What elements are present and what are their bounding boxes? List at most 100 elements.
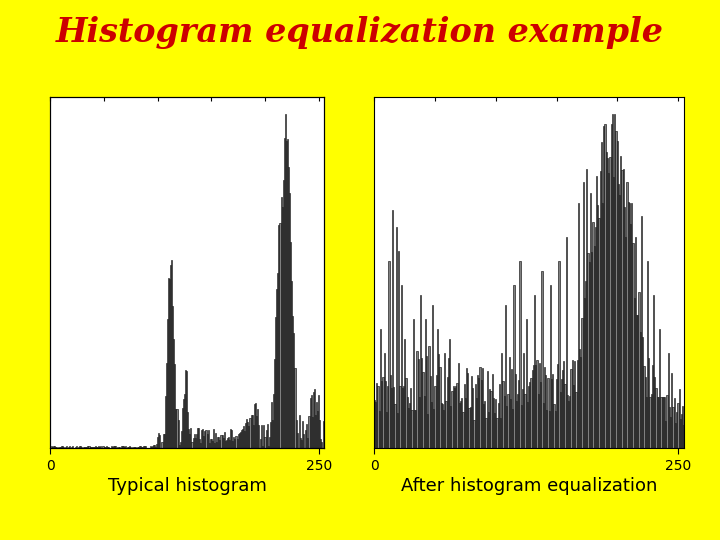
Bar <box>670 417 671 448</box>
Bar <box>437 329 438 448</box>
Bar <box>477 375 478 448</box>
Bar <box>647 261 648 448</box>
Bar <box>520 261 521 448</box>
Bar <box>529 382 531 448</box>
Bar <box>379 411 380 448</box>
Bar <box>527 402 528 448</box>
Bar <box>287 139 288 448</box>
Bar <box>609 158 611 448</box>
Bar <box>182 408 183 448</box>
Bar <box>550 285 551 448</box>
Bar <box>416 350 418 448</box>
Bar <box>522 389 523 448</box>
Bar <box>97 447 98 448</box>
Bar <box>653 295 654 448</box>
Bar <box>547 378 549 448</box>
Bar <box>183 400 184 448</box>
Bar <box>132 447 133 448</box>
Bar <box>113 446 114 448</box>
Bar <box>179 445 180 448</box>
Bar <box>89 447 91 448</box>
Bar <box>261 424 262 448</box>
Bar <box>675 423 676 448</box>
Bar <box>456 383 458 448</box>
Bar <box>212 441 213 448</box>
Bar <box>306 424 307 448</box>
Bar <box>448 358 449 448</box>
Bar <box>438 354 439 448</box>
Bar <box>631 203 632 448</box>
Bar <box>446 377 448 448</box>
Bar <box>506 406 508 448</box>
Bar <box>563 361 564 448</box>
Bar <box>99 447 100 448</box>
Bar <box>143 446 144 448</box>
Bar <box>400 285 402 448</box>
Bar <box>235 436 237 448</box>
Bar <box>374 400 375 448</box>
Bar <box>414 410 415 448</box>
Bar <box>618 184 619 448</box>
Bar <box>80 447 81 448</box>
Bar <box>628 202 629 448</box>
Bar <box>541 271 543 448</box>
Bar <box>536 360 538 448</box>
Bar <box>451 392 453 448</box>
Bar <box>154 444 155 448</box>
Bar <box>588 253 589 448</box>
Bar <box>52 447 53 448</box>
Bar <box>111 446 112 448</box>
Bar <box>568 401 570 448</box>
Bar <box>303 435 304 448</box>
Bar <box>285 114 286 448</box>
Bar <box>678 389 680 448</box>
Bar <box>419 397 420 448</box>
Bar <box>625 237 626 448</box>
Bar <box>639 332 641 448</box>
Bar <box>288 167 289 448</box>
Bar <box>199 440 200 448</box>
Bar <box>178 420 179 448</box>
Bar <box>441 403 442 448</box>
Bar <box>141 447 142 448</box>
Bar <box>460 401 462 448</box>
Bar <box>283 180 284 448</box>
Bar <box>517 394 518 448</box>
Bar <box>524 394 526 448</box>
Bar <box>505 305 506 448</box>
Bar <box>86 447 87 448</box>
Bar <box>680 419 681 448</box>
Bar <box>277 273 279 448</box>
Bar <box>612 114 613 448</box>
Bar <box>56 447 58 448</box>
Bar <box>516 401 517 448</box>
Bar <box>436 375 437 448</box>
Bar <box>231 430 233 448</box>
Bar <box>512 409 513 448</box>
Bar <box>490 392 492 448</box>
Bar <box>286 141 287 448</box>
Bar <box>540 382 541 448</box>
Bar <box>573 385 574 448</box>
Bar <box>561 379 562 448</box>
Bar <box>83 447 84 448</box>
Bar <box>225 441 226 448</box>
Bar <box>546 410 547 448</box>
Bar <box>218 436 220 448</box>
Bar <box>434 386 436 448</box>
Bar <box>71 447 73 448</box>
Bar <box>449 339 450 448</box>
Bar <box>395 404 396 448</box>
Bar <box>244 431 245 448</box>
Bar <box>411 410 413 448</box>
Bar <box>94 447 95 448</box>
Bar <box>500 417 501 448</box>
Bar <box>428 347 430 448</box>
Bar <box>386 413 387 448</box>
Bar <box>108 447 109 448</box>
Bar <box>413 319 414 448</box>
Bar <box>637 315 639 448</box>
Bar <box>62 446 63 448</box>
Bar <box>243 426 244 448</box>
Bar <box>423 396 425 448</box>
